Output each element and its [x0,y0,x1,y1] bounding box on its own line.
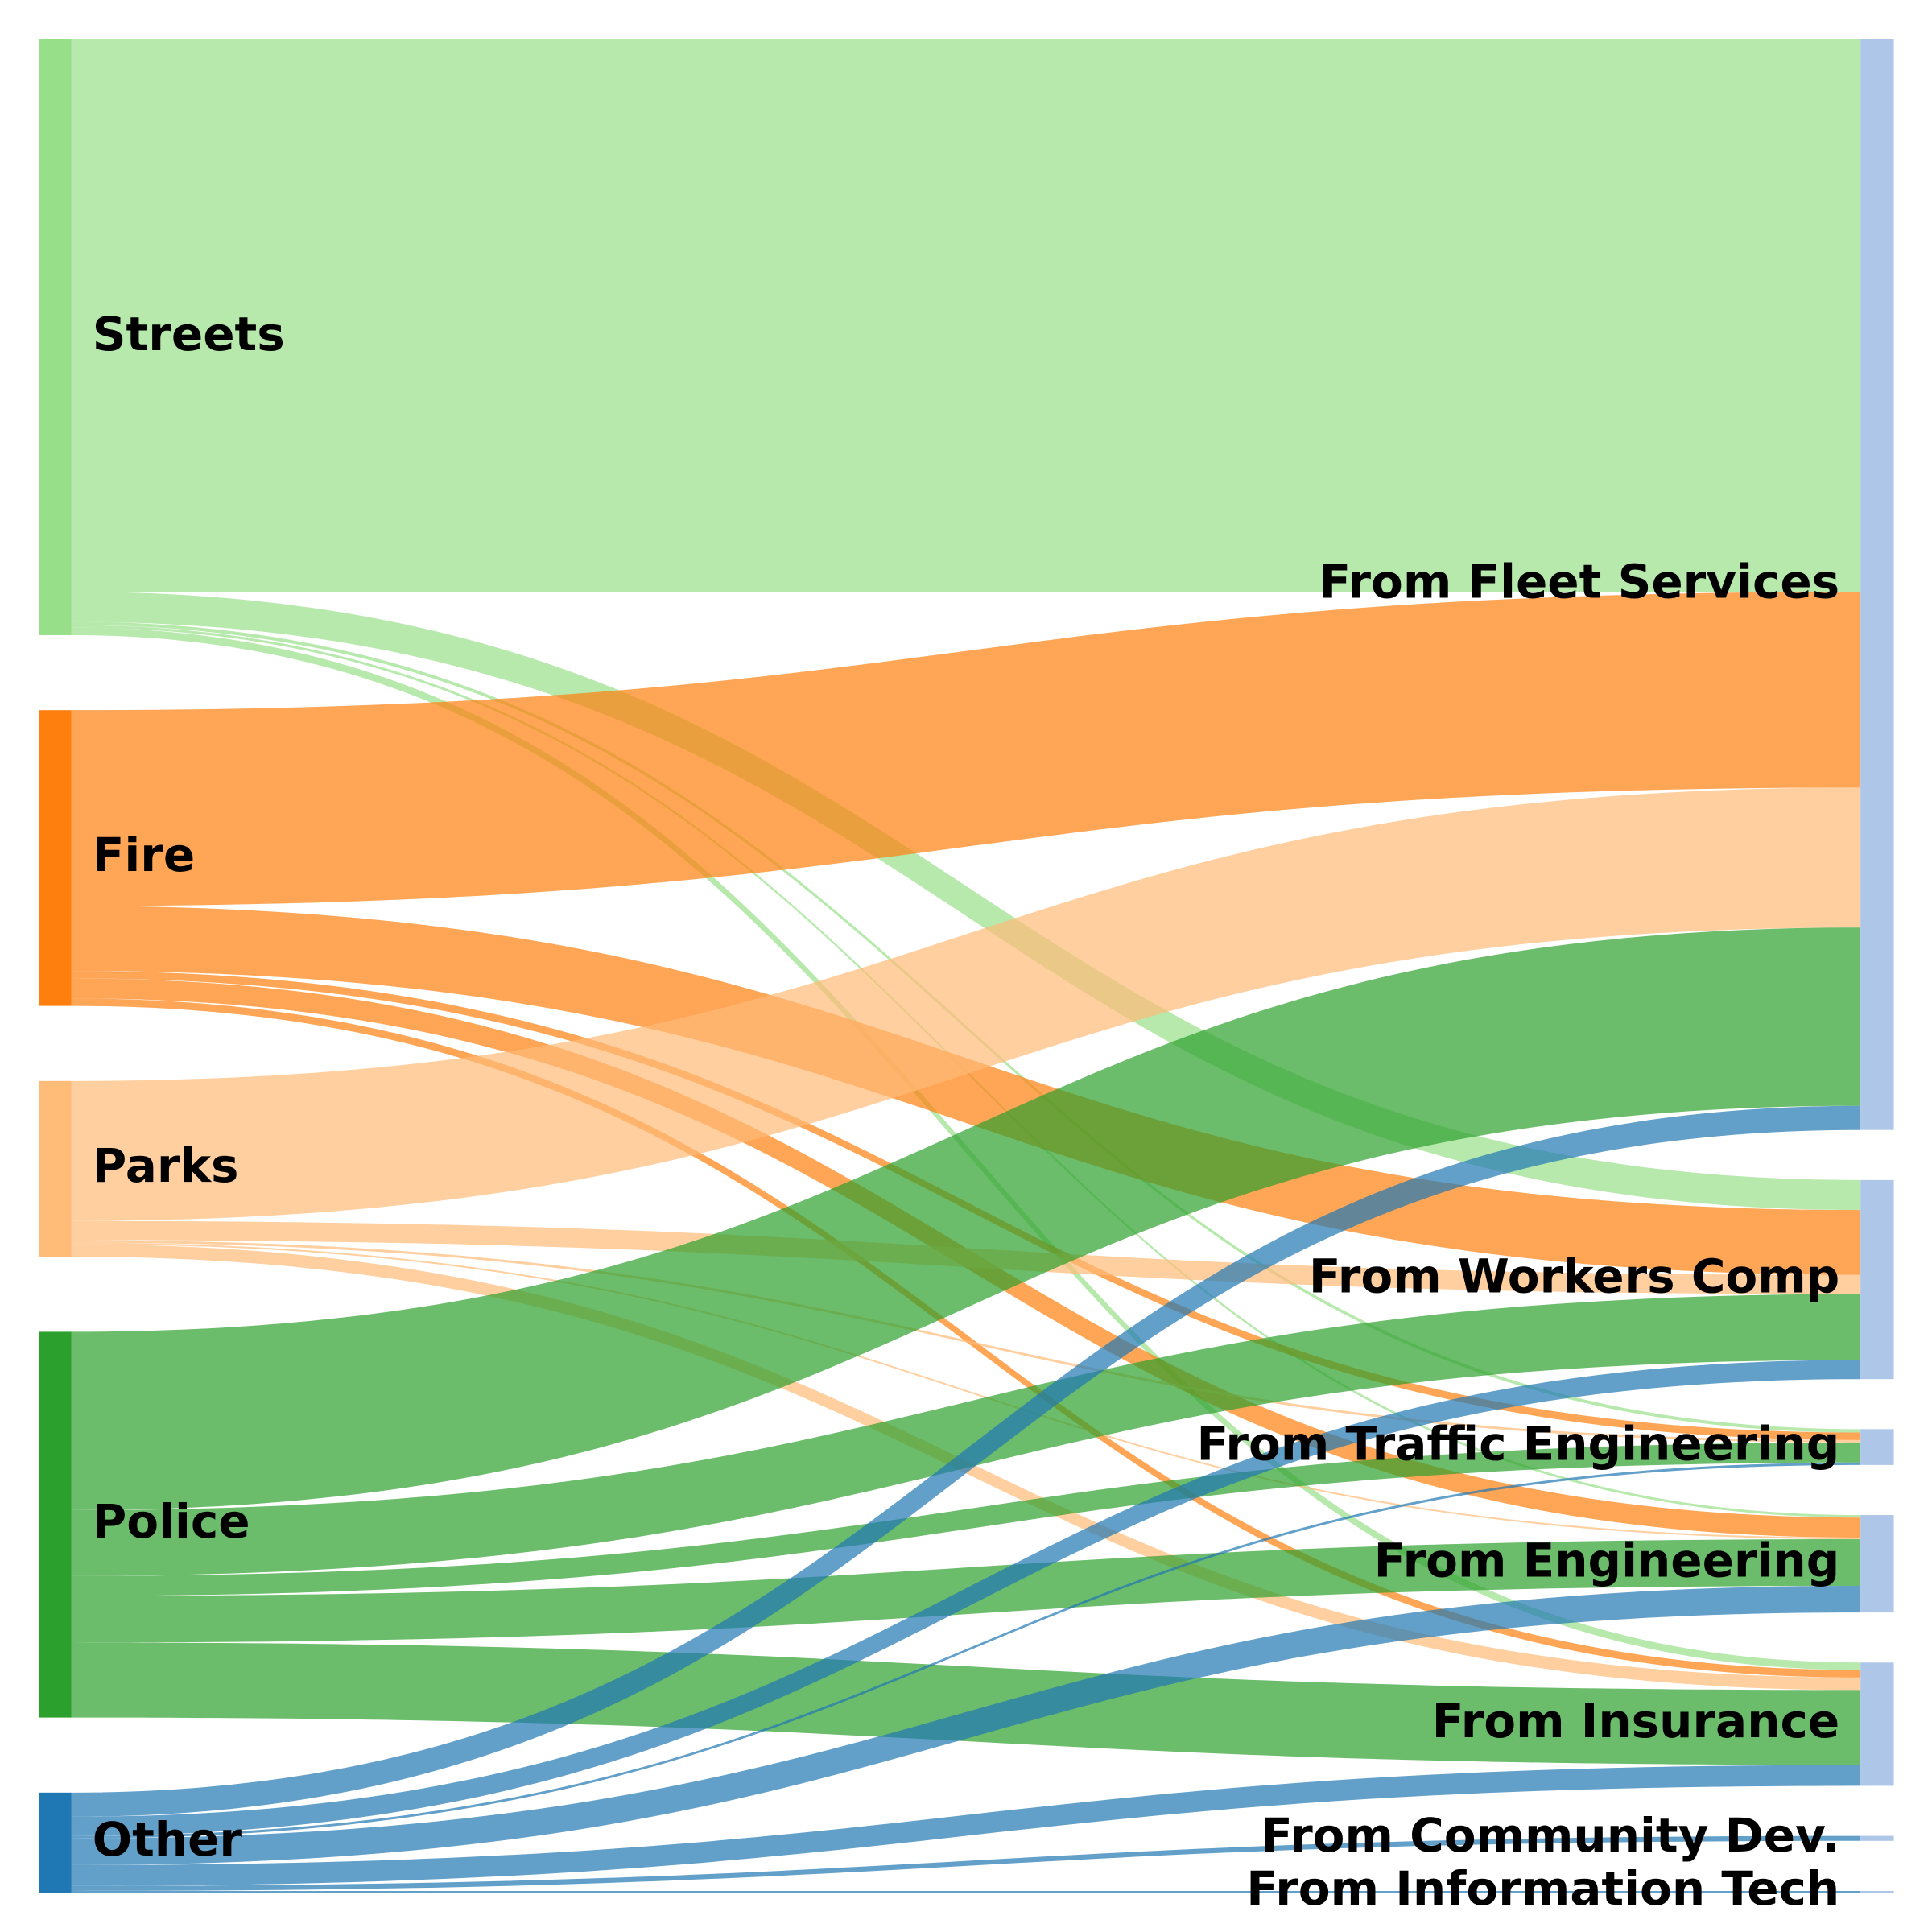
link-other-to-community [71,1835,1861,1891]
source-label-police: Police [93,1494,250,1549]
source-label-parks: Parks [93,1138,239,1193]
source-node-streets [39,39,72,635]
target-node-from-traffic-engineering [1860,1429,1894,1465]
link-other-to-engineering [71,1585,1861,1865]
link-other-to-fleet [71,1105,1861,1817]
target-label-from-community-dev: From Community Dev. [1261,1808,1839,1863]
link-parks-to-engineering [71,1242,1861,1540]
link-fire-to-fleet [71,592,1861,906]
sankey-nodes [39,39,1894,1893]
link-parks-to-traffic [71,1240,1861,1443]
source-node-police [39,1331,72,1718]
target-node-from-fleet-services [1860,39,1894,1130]
source-node-other [39,1792,72,1893]
target-node-from-insurance [1860,1662,1894,1786]
link-other-to-traffic [71,1462,1861,1839]
link-streets-to-workers [71,592,1861,1211]
link-fire-to-insurance [71,998,1861,1678]
link-streets-to-fleet [71,39,1861,592]
target-label-from-engineering: From Engineering [1374,1534,1840,1588]
link-police-to-fleet [71,927,1861,1510]
link-police-to-traffic [71,1442,1861,1596]
link-other-to-workers [71,1360,1861,1836]
link-police-to-insurance [71,1642,1861,1765]
sankey-links [71,39,1861,1893]
source-node-parks [39,1080,72,1257]
source-node-fire [39,710,72,1006]
link-other-to-it [71,1890,1861,1893]
source-label-other: Other [93,1812,243,1867]
target-node-from-workers-comp [1860,1179,1894,1380]
sankey-labels: Streets Fire Parks Police Other From Fleet Se… [93,307,1839,1916]
target-node-from-engineering [1860,1515,1894,1613]
target-label-from-information-tech: From Information Tech [1246,1861,1839,1916]
target-label-from-insurance: From Insurance [1432,1694,1839,1748]
source-label-fire: Fire [93,828,195,882]
target-label-from-traffic-engineering: From Traffic Engineering [1196,1417,1839,1472]
target-label-from-fleet-services: From Fleet Services [1319,554,1839,609]
target-node-from-community-dev [1860,1835,1894,1841]
source-label-streets: Streets [93,307,285,361]
link-police-to-workers [71,1294,1861,1576]
link-other-to-insurance [71,1765,1861,1886]
target-node-from-information-tech [1860,1890,1894,1893]
target-label-from-workers-comp: From Workers Comp [1309,1249,1839,1304]
link-parks-to-fleet [71,787,1861,1221]
